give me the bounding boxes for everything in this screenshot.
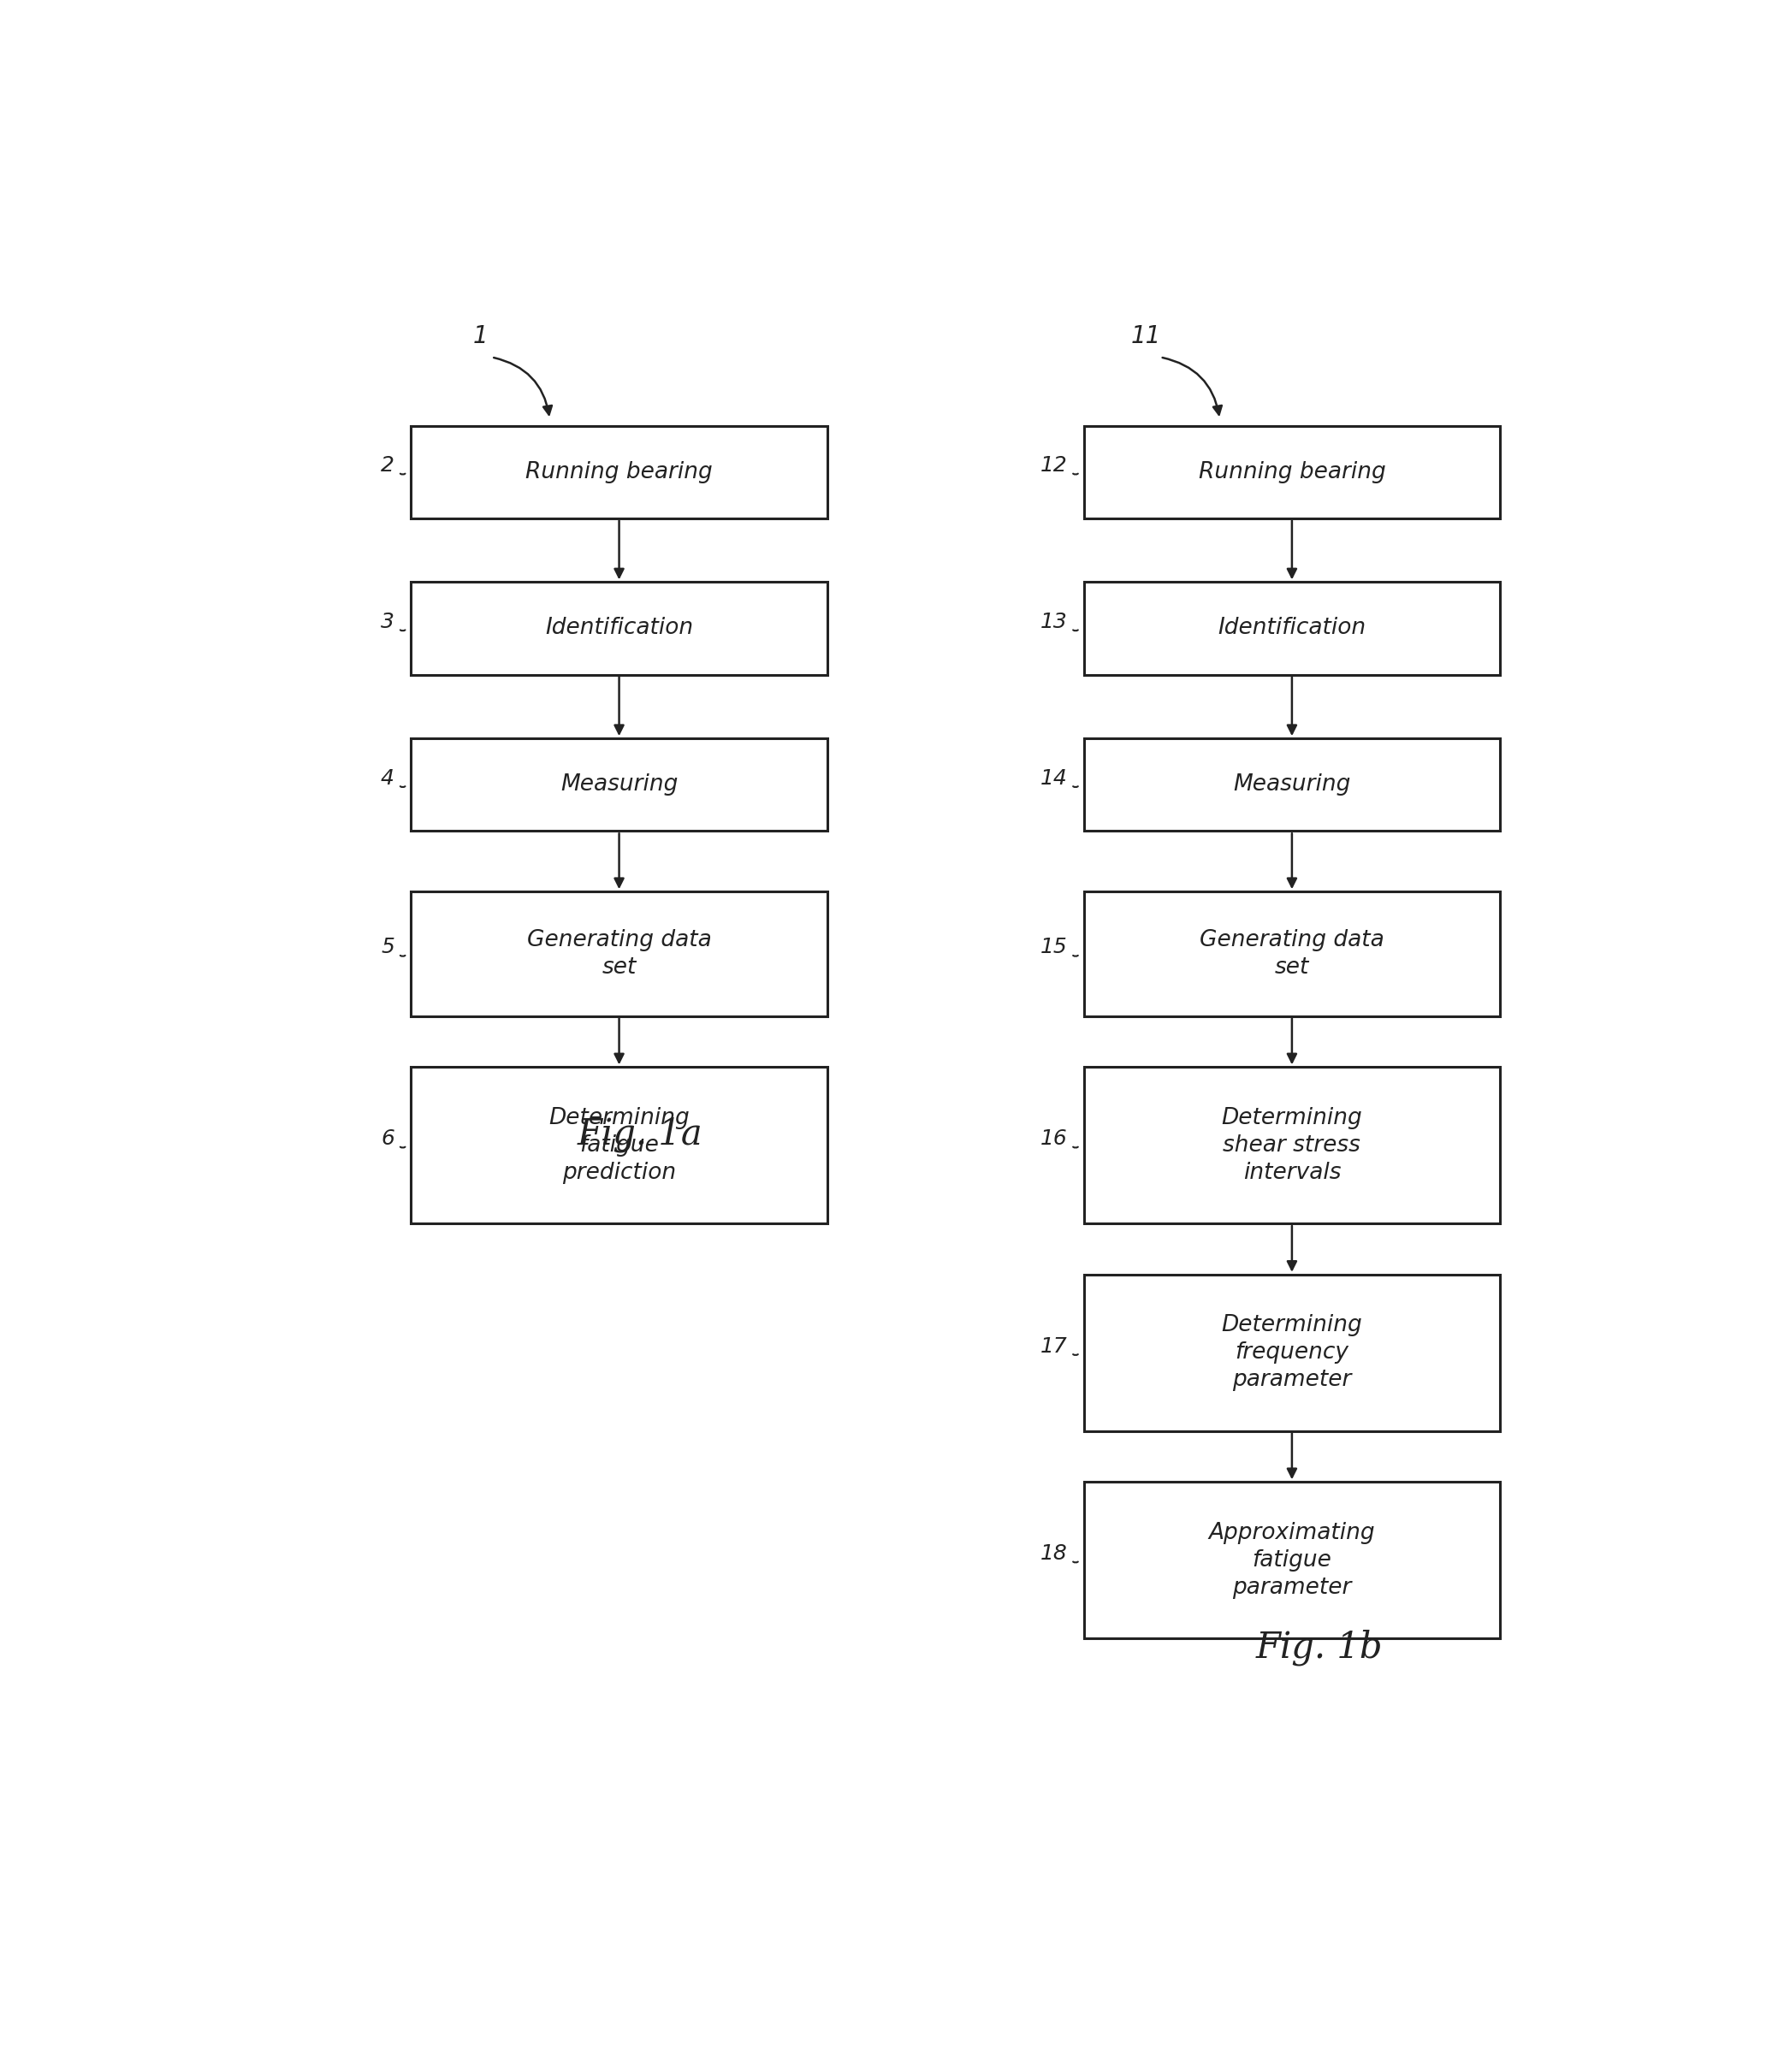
Text: Measuring: Measuring — [560, 773, 678, 796]
Text: 2: 2 — [381, 456, 394, 477]
Text: 16: 16 — [1040, 1129, 1067, 1150]
Text: 13: 13 — [1040, 611, 1067, 632]
Text: Approximating
fatigue
parameter: Approximating fatigue parameter — [1208, 1521, 1375, 1600]
Text: 6: 6 — [381, 1129, 394, 1150]
FancyBboxPatch shape — [412, 738, 827, 831]
Text: 4: 4 — [381, 769, 394, 789]
Text: 11: 11 — [1131, 325, 1162, 348]
Text: 3: 3 — [381, 611, 394, 632]
Text: 14: 14 — [1040, 769, 1067, 789]
FancyBboxPatch shape — [1085, 582, 1500, 675]
FancyBboxPatch shape — [1085, 891, 1500, 1015]
FancyBboxPatch shape — [412, 582, 827, 675]
Text: 12: 12 — [1040, 456, 1067, 477]
FancyBboxPatch shape — [1085, 425, 1500, 518]
Text: Fig. 1b: Fig. 1b — [1257, 1631, 1384, 1666]
Text: Fig. 1a: Fig. 1a — [576, 1117, 703, 1152]
Text: 1: 1 — [473, 325, 489, 348]
FancyBboxPatch shape — [1085, 1481, 1500, 1639]
Text: Determining
fatigue
prediction: Determining fatigue prediction — [548, 1106, 689, 1183]
FancyBboxPatch shape — [1085, 1067, 1500, 1222]
Text: 18: 18 — [1040, 1544, 1067, 1564]
Text: 15: 15 — [1040, 937, 1067, 957]
FancyBboxPatch shape — [412, 425, 827, 518]
Text: Determining
frequency
parameter: Determining frequency parameter — [1221, 1314, 1362, 1390]
Text: Running bearing: Running bearing — [526, 460, 712, 483]
FancyBboxPatch shape — [412, 891, 827, 1015]
Text: Running bearing: Running bearing — [1198, 460, 1385, 483]
FancyBboxPatch shape — [1085, 1274, 1500, 1432]
Text: Measuring: Measuring — [1233, 773, 1351, 796]
FancyBboxPatch shape — [1085, 738, 1500, 831]
Text: Generating data
set: Generating data set — [1199, 928, 1384, 978]
Text: Identification: Identification — [544, 617, 693, 640]
Text: 5: 5 — [381, 937, 394, 957]
Text: Determining
shear stress
intervals: Determining shear stress intervals — [1221, 1106, 1362, 1183]
Text: Generating data
set: Generating data set — [526, 928, 711, 978]
Text: Identification: Identification — [1217, 617, 1366, 640]
Text: 17: 17 — [1040, 1336, 1067, 1357]
FancyBboxPatch shape — [412, 1067, 827, 1222]
